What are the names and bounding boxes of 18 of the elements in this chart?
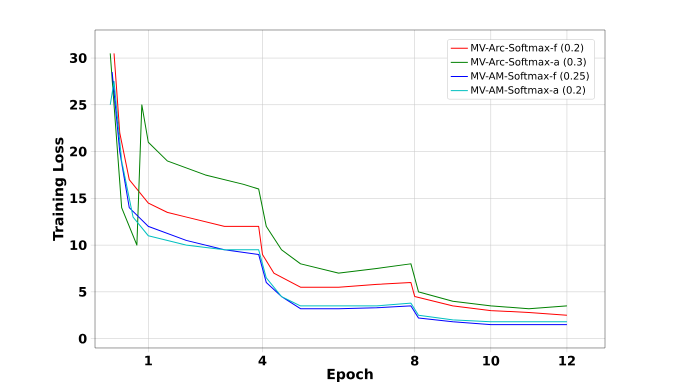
- y-tick-label: 10: [70, 240, 87, 250]
- legend-label: MV-AM-Softmax-f (0.25): [471, 72, 589, 81]
- x-tick-label: 12: [559, 356, 575, 366]
- y-tick-label: 25: [70, 100, 86, 110]
- y-axis-title: Training Loss: [52, 138, 66, 241]
- legend-label: MV-AM-Softmax-a (0.2): [471, 86, 585, 95]
- x-axis-title: Epoch: [328, 368, 373, 382]
- y-tick-label: 20: [70, 146, 87, 156]
- y-tick-label: 5: [79, 287, 86, 297]
- legend-label: MV-Arc-Softmax-f (0.2): [471, 44, 584, 53]
- y-tick-label: 15: [70, 194, 86, 204]
- y-tick-label: 30: [70, 53, 87, 63]
- legend-label: MV-Arc-Softmax-a (0.3): [471, 58, 586, 67]
- x-tick-label: 8: [410, 356, 418, 366]
- x-tick-label: 10: [483, 356, 500, 366]
- x-tick-label: 1: [145, 356, 152, 366]
- y-tick-label: 0: [78, 334, 87, 344]
- x-tick-label: 4: [258, 356, 266, 366]
